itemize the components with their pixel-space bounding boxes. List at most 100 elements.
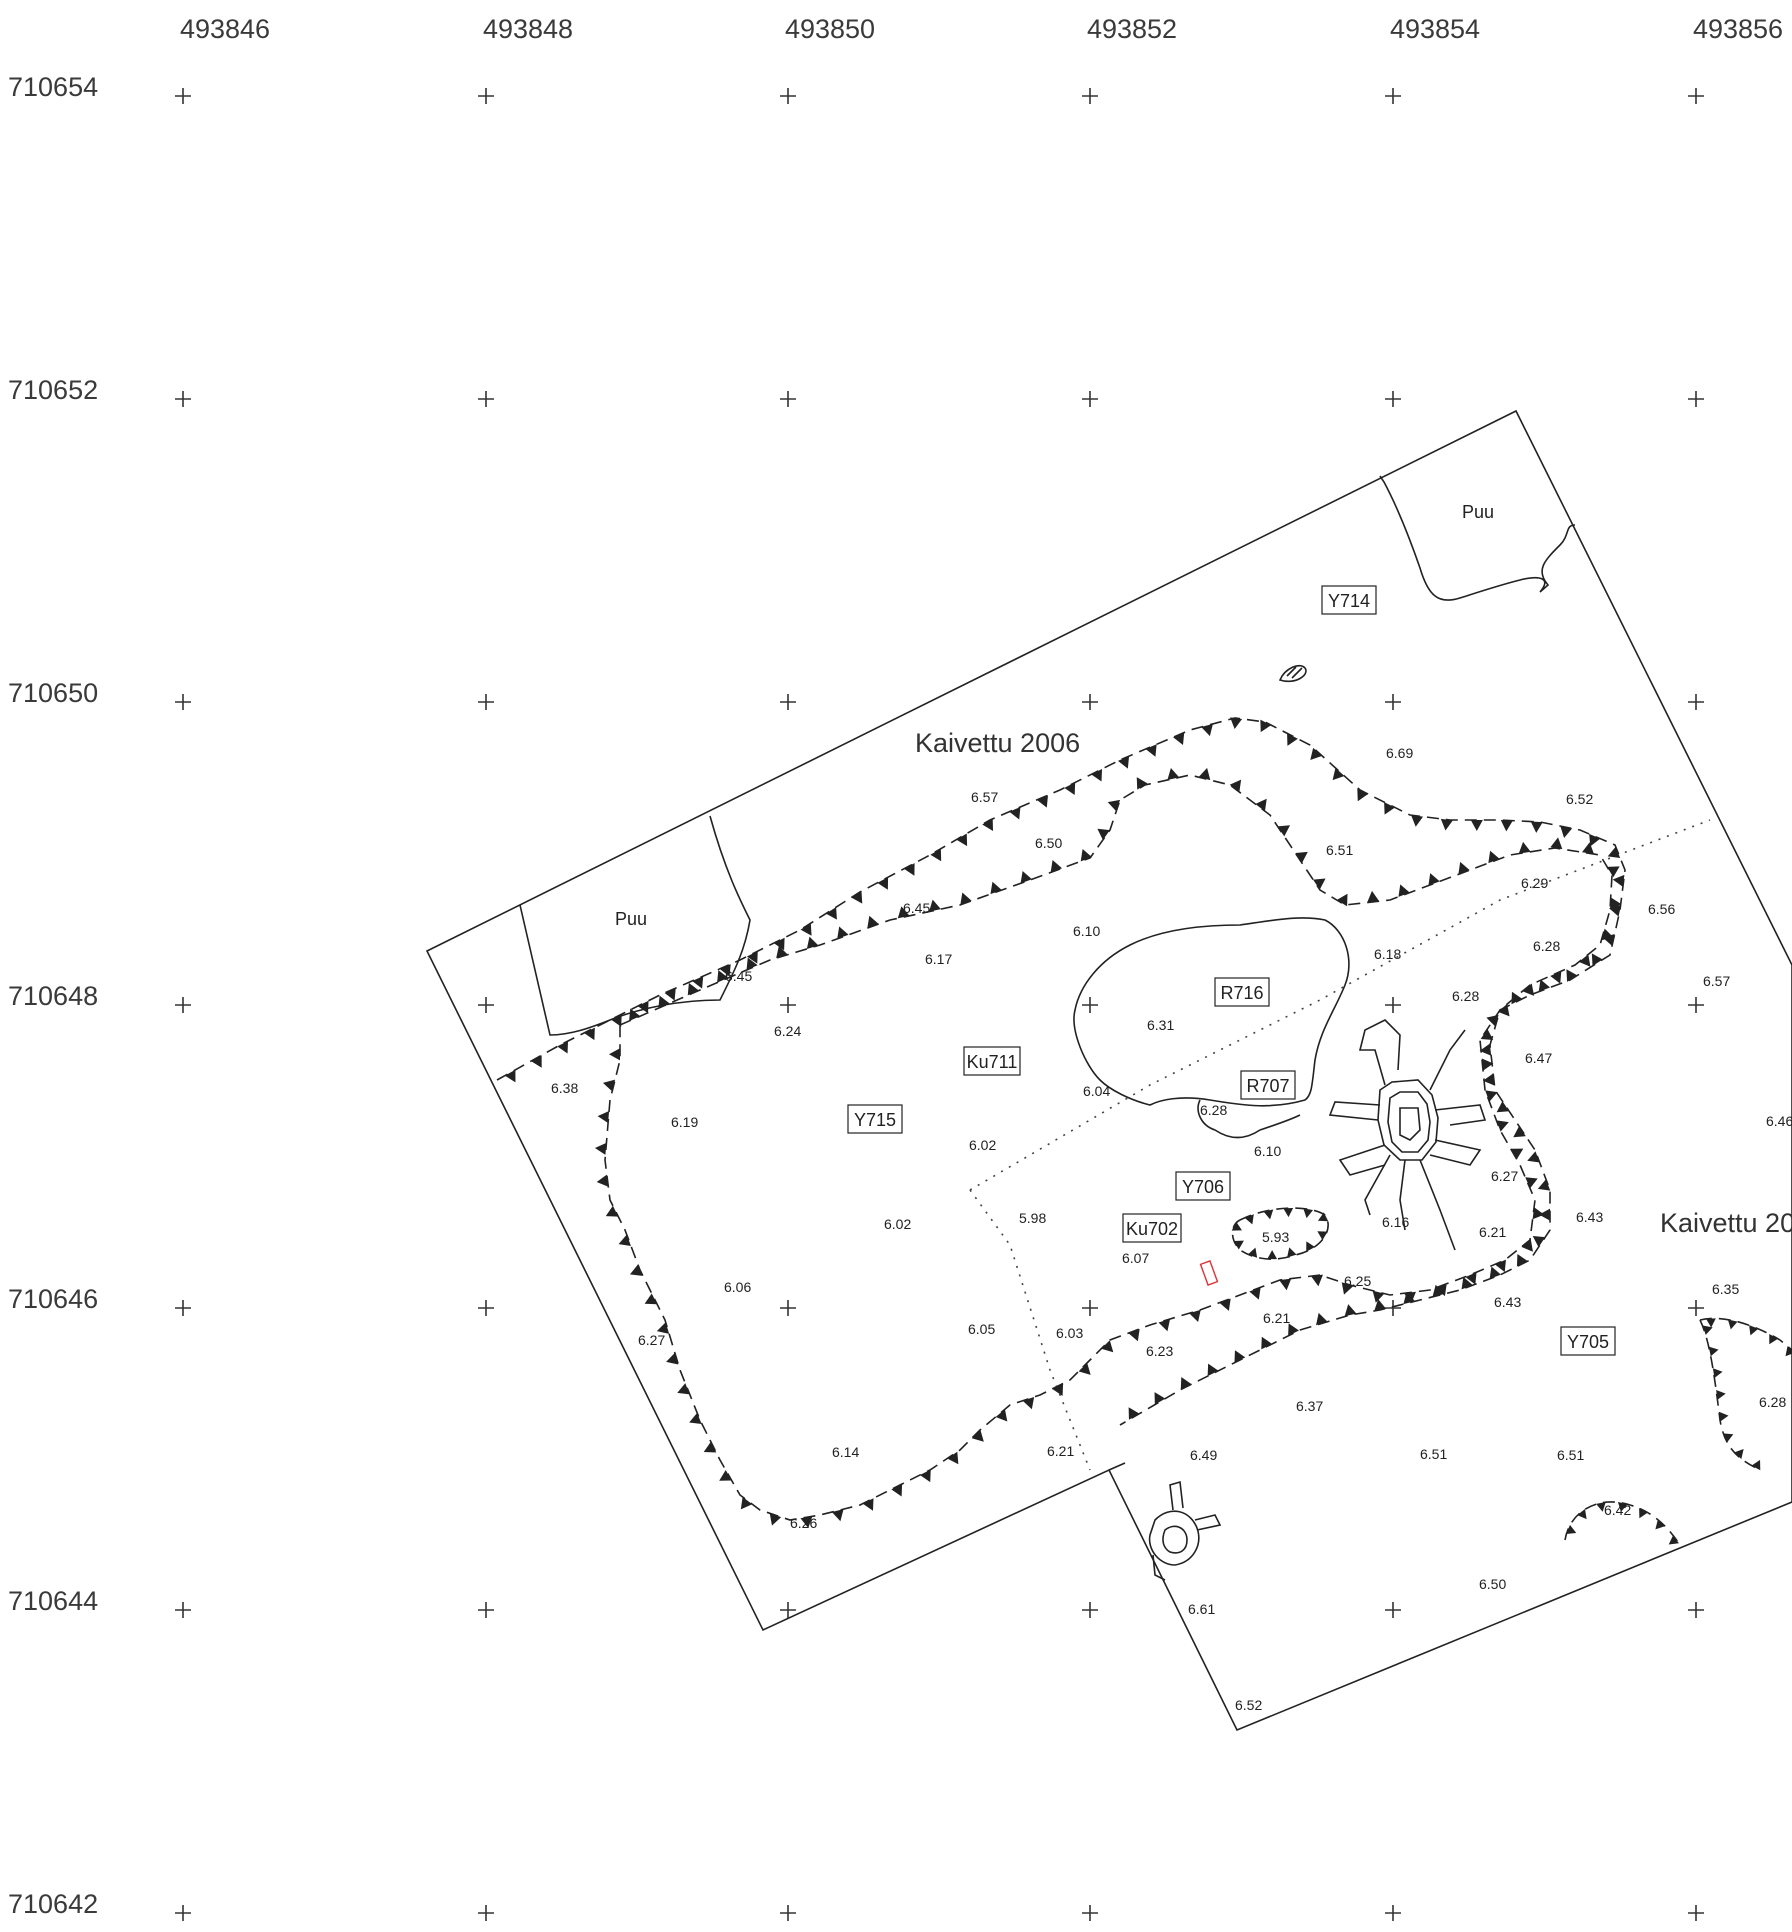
hachure-triangle bbox=[1260, 719, 1272, 733]
hachure-triangle bbox=[1712, 1368, 1723, 1378]
easting-label: 493852 bbox=[1087, 14, 1177, 44]
hachure-triangle bbox=[597, 1110, 610, 1124]
hachure-triangle bbox=[1577, 1509, 1587, 1520]
hachure-triangle bbox=[1486, 1014, 1499, 1027]
hachure-triangle bbox=[1481, 1058, 1494, 1071]
elevation-value: 6.05 bbox=[968, 1321, 995, 1337]
grid-cross bbox=[175, 1300, 191, 1316]
cut-edge-hollow bbox=[1699, 1319, 1761, 1471]
hachure-triangle bbox=[1091, 769, 1102, 782]
hachure-triangle bbox=[740, 1496, 753, 1510]
hachure-triangle bbox=[1080, 848, 1093, 862]
hachure-triangle bbox=[594, 1142, 607, 1155]
context-labels: Y714 Y715 Ku711 R716 R707 Y706 Ku702 Y70… bbox=[847, 585, 1616, 1356]
hachure-triangle bbox=[837, 926, 849, 939]
hachure-triangle bbox=[1550, 837, 1563, 850]
northing-label: 710654 bbox=[8, 72, 98, 102]
hachure-triangle bbox=[719, 1470, 732, 1481]
hachure-triangle bbox=[1510, 1148, 1524, 1160]
hachure-triangle bbox=[1582, 842, 1594, 855]
hachure-triangle bbox=[862, 1498, 874, 1511]
hachure-triangle bbox=[776, 945, 788, 959]
hachure-triangle bbox=[1310, 1274, 1323, 1287]
grid-cross bbox=[780, 1905, 796, 1921]
grid-cross bbox=[1082, 997, 1098, 1013]
hachure-triangle bbox=[1136, 777, 1148, 790]
hachure-triangle bbox=[1500, 820, 1513, 832]
hachure-triangle bbox=[602, 1079, 616, 1092]
hachure-triangle bbox=[1496, 1101, 1510, 1113]
grid-cross bbox=[780, 1602, 796, 1618]
northing-label: 710646 bbox=[8, 1284, 98, 1314]
elevation-value: 6.04 bbox=[1083, 1083, 1110, 1099]
hachure-triangle bbox=[1655, 1519, 1666, 1530]
context-label: Y705 bbox=[1567, 1332, 1609, 1352]
stone-features bbox=[1073, 917, 1350, 1139]
northing-label: 710644 bbox=[8, 1586, 98, 1616]
hachure-triangle bbox=[1489, 1266, 1501, 1279]
elevation-value: 6.24 bbox=[774, 1023, 801, 1039]
hachure-triangle bbox=[1488, 850, 1500, 864]
elevation-value: 6.16 bbox=[1382, 1214, 1409, 1230]
elevation-value: 6.49 bbox=[1190, 1447, 1217, 1463]
elevation-value: 6.17 bbox=[925, 951, 952, 967]
hachure-triangle bbox=[1769, 1333, 1778, 1345]
hachure-triangle bbox=[1601, 928, 1614, 941]
grid-cross bbox=[478, 1300, 494, 1316]
hachure-triangle bbox=[1287, 1247, 1297, 1258]
hachure-triangle bbox=[1518, 841, 1531, 854]
hachure-triangle bbox=[1497, 1004, 1510, 1017]
hachure-triangle bbox=[1255, 798, 1267, 812]
easting-label: 493856 bbox=[1693, 14, 1783, 44]
hachure-triangle bbox=[618, 1234, 631, 1246]
hachure-triangle bbox=[831, 1509, 844, 1522]
hachure-triangle bbox=[1107, 799, 1121, 812]
hachure-triangle bbox=[1332, 767, 1345, 781]
elevation-value: 6.02 bbox=[884, 1216, 911, 1232]
hachure-triangle bbox=[800, 1516, 813, 1529]
grid-cross bbox=[1688, 1905, 1704, 1921]
grid-cross bbox=[1688, 88, 1704, 104]
tree-stump bbox=[1328, 1019, 1487, 1251]
elevation-value: 6.50 bbox=[1035, 835, 1062, 851]
section-lines bbox=[969, 819, 1711, 1471]
grid-cross bbox=[175, 1905, 191, 1921]
elevation-value: 6.26 bbox=[790, 1515, 817, 1531]
hachure-triangle bbox=[1480, 1028, 1494, 1041]
elevation-value: 6.10 bbox=[1254, 1143, 1281, 1159]
hachure-triangle bbox=[1733, 1449, 1744, 1460]
excavated-area-label: Kaivettu 2006 bbox=[1660, 1208, 1792, 1238]
hachure-triangle bbox=[1718, 1411, 1729, 1422]
hachure-triangle bbox=[995, 1409, 1008, 1422]
elevation-value: 6.18 bbox=[1374, 946, 1401, 962]
hachure-triangle bbox=[692, 976, 704, 989]
hachure-triangle bbox=[1578, 954, 1591, 967]
hachure-triangle bbox=[1550, 971, 1562, 984]
tree-label: Puu bbox=[1462, 502, 1494, 522]
hachure-triangle bbox=[719, 964, 731, 977]
context-label: Y714 bbox=[1328, 591, 1370, 611]
hachure-triangle bbox=[1173, 732, 1185, 745]
cut-edge-hollow bbox=[1699, 1317, 1792, 1351]
hatched-stone bbox=[1278, 664, 1307, 683]
hachure-triangle bbox=[1020, 870, 1032, 884]
hachure-triangle bbox=[1537, 1179, 1551, 1191]
hachure-triangle bbox=[1233, 1240, 1244, 1250]
elevation-value: 6.31 bbox=[1147, 1017, 1174, 1033]
hachure-triangle bbox=[1052, 1383, 1064, 1397]
hachure-triangle bbox=[1610, 897, 1622, 910]
grid-cross bbox=[1688, 391, 1704, 407]
hachure-triangle bbox=[1234, 1350, 1246, 1363]
hachure-triangle bbox=[531, 1055, 542, 1068]
hachure-triangle bbox=[1411, 815, 1424, 827]
grid-cross bbox=[1385, 694, 1401, 710]
easting-label: 493846 bbox=[180, 14, 270, 44]
hachure-triangle bbox=[1101, 1340, 1114, 1353]
elevation-value: 6.21 bbox=[1479, 1224, 1506, 1240]
elevation-value: 6.56 bbox=[1648, 901, 1675, 917]
hachure-triangle bbox=[990, 881, 1002, 895]
elevation-value: 6.28 bbox=[1200, 1102, 1227, 1118]
elevation-value: 6.57 bbox=[971, 789, 998, 805]
trench-outlines bbox=[425, 409, 1792, 1732]
elevation-value: 6.52 bbox=[1566, 791, 1593, 807]
